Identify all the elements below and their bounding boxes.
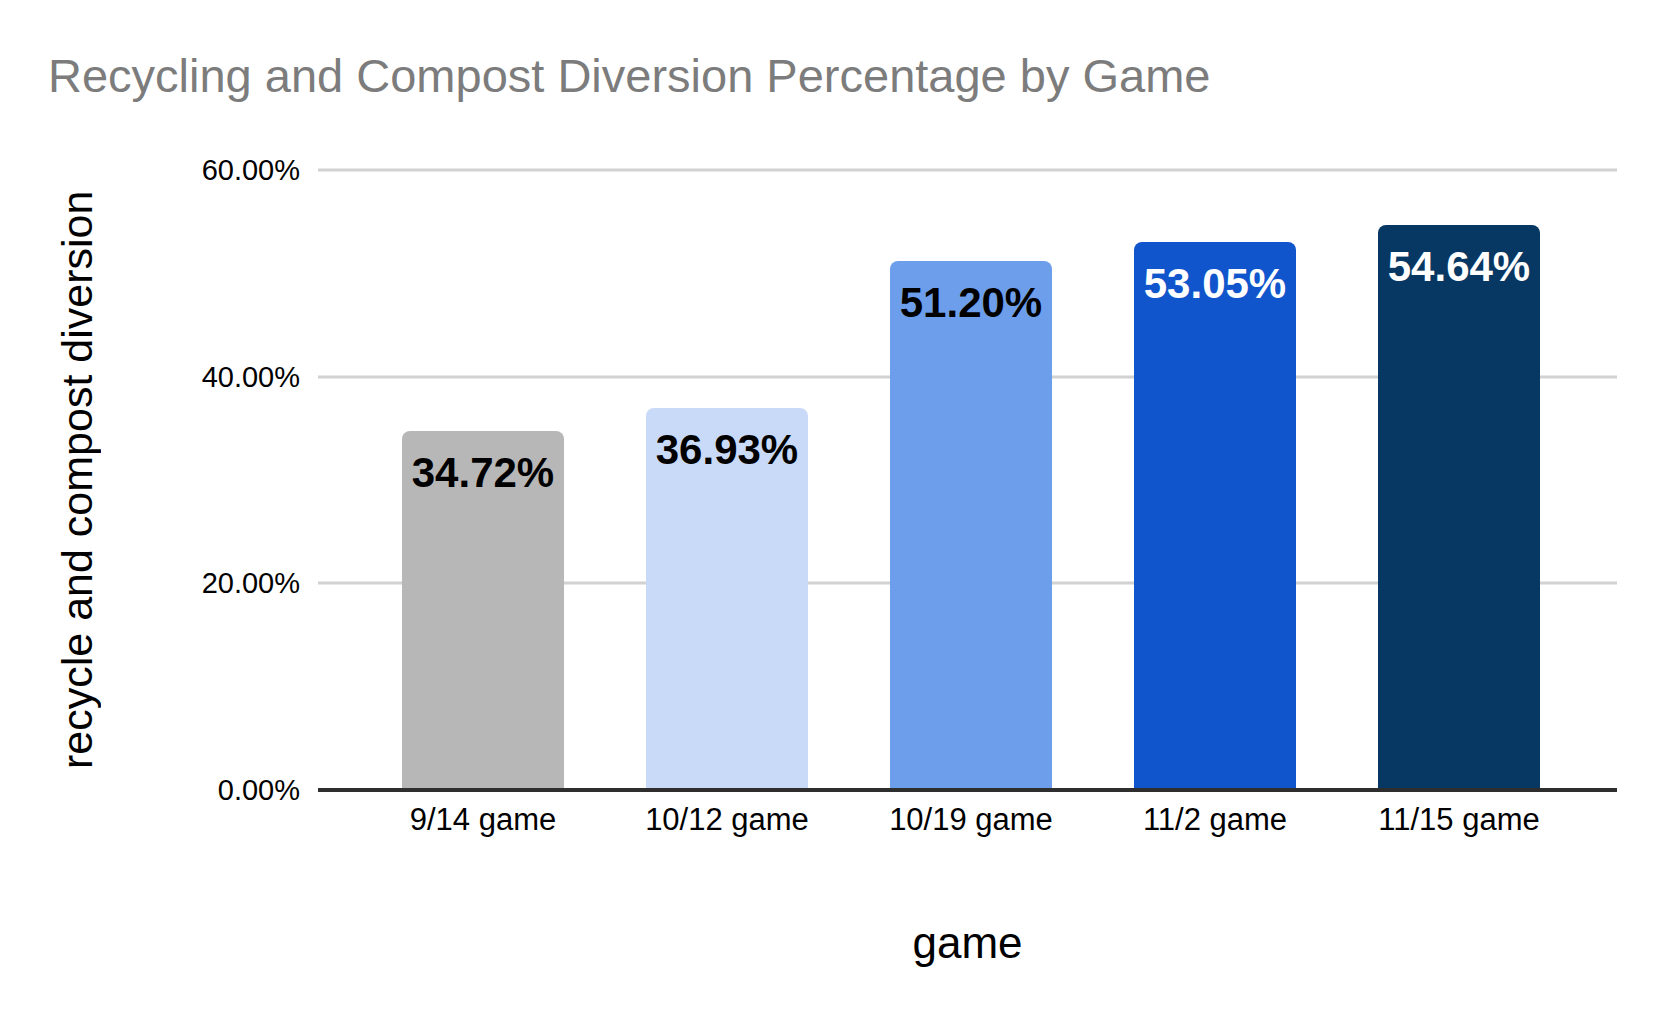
x-axis-title: game	[318, 918, 1617, 968]
x-category-label: 11/2 game	[1093, 802, 1337, 838]
bar-value-label: 51.20%	[890, 279, 1052, 327]
x-axis-baseline	[318, 788, 1617, 792]
bar-10-19-game: 51.20%	[890, 261, 1052, 790]
y-axis-tick-labels: 0.00%20.00%40.00%60.00%	[0, 170, 300, 790]
y-tick-label: 40.00%	[202, 360, 300, 393]
x-category-label: 10/19 game	[849, 802, 1093, 838]
chart-title: Recycling and Compost Diversion Percenta…	[48, 50, 1211, 102]
bar-11-15-game: 54.64%	[1378, 225, 1540, 790]
gridline	[318, 169, 1617, 172]
y-tick-label: 0.00%	[218, 774, 300, 807]
bar-9-14-game: 34.72%	[402, 431, 564, 790]
bar-value-label: 34.72%	[402, 449, 564, 497]
bar-11-2-game: 53.05%	[1134, 242, 1296, 790]
bar-value-label: 54.64%	[1378, 243, 1540, 291]
bar-value-label: 36.93%	[646, 426, 808, 474]
plot-area: 34.72% 36.93% 51.20% 53.05% 54.64%	[318, 170, 1617, 790]
x-category-label: 11/15 game	[1337, 802, 1581, 838]
y-tick-label: 20.00%	[202, 567, 300, 600]
bar-10-12-game: 36.93%	[646, 408, 808, 790]
y-tick-label: 60.00%	[202, 154, 300, 187]
x-axis-category-labels: 9/14 game10/12 game10/19 game11/2 game11…	[318, 802, 1617, 846]
chart-canvas: Recycling and Compost Diversion Percenta…	[0, 0, 1667, 1031]
x-category-label: 10/12 game	[605, 802, 849, 838]
x-category-label: 9/14 game	[361, 802, 605, 838]
bar-value-label: 53.05%	[1134, 260, 1296, 308]
